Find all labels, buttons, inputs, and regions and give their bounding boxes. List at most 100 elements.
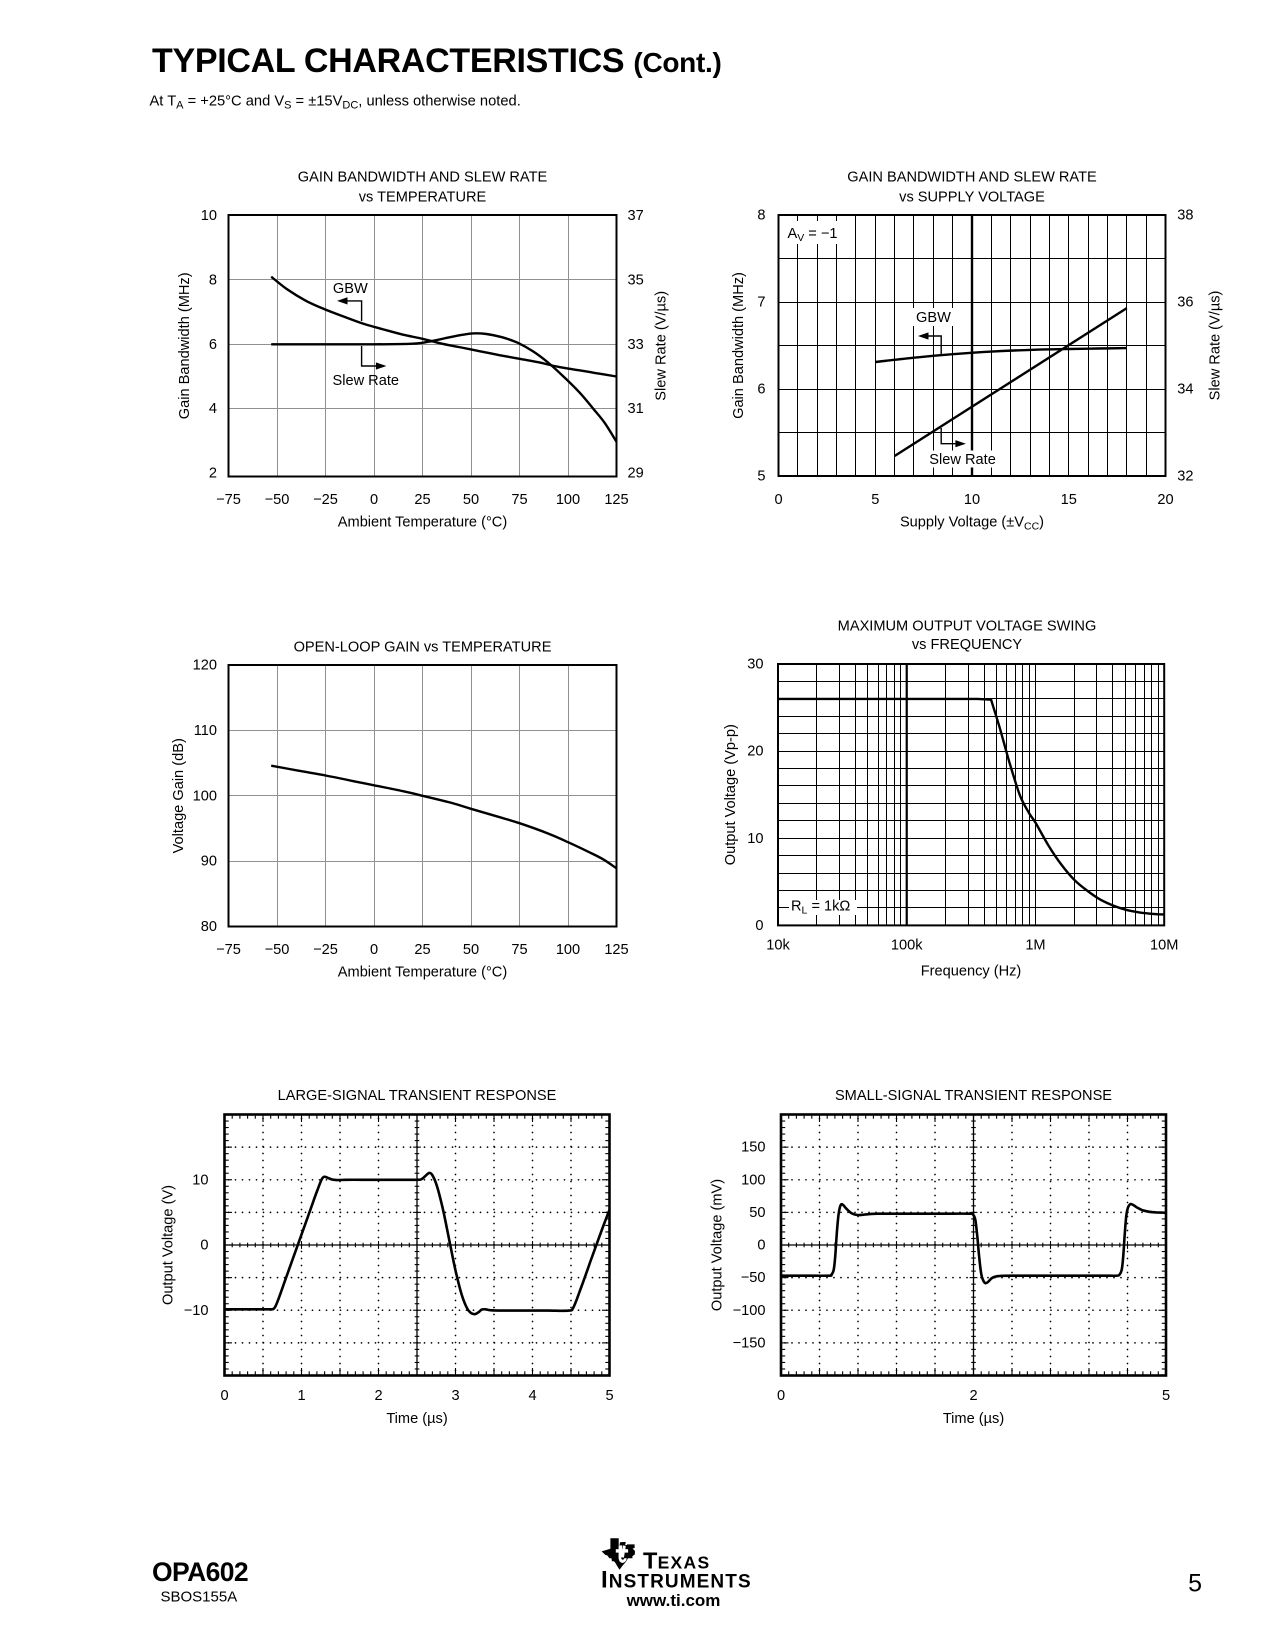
svg-text:15: 15 [1061,492,1077,508]
svg-text:10M: 10M [1150,938,1178,954]
svg-text:120: 120 [193,658,217,674]
svg-text:6: 6 [209,337,217,353]
svg-text:5: 5 [605,1388,613,1404]
svg-text:0: 0 [755,918,763,934]
svg-text:37: 37 [628,208,644,224]
svg-text:29: 29 [628,466,644,482]
svg-text:90: 90 [201,854,217,870]
svg-text:5: 5 [1188,1570,1202,1598]
svg-text:34: 34 [1177,382,1193,398]
svg-text:SMALL-SIGNAL TRANSIENT RESPONS: SMALL-SIGNAL TRANSIENT RESPONSE [835,1088,1112,1104]
svg-text:31: 31 [628,401,644,417]
svg-text:125: 125 [604,492,628,508]
svg-text:Voltage Gain (dB): Voltage Gain (dB) [171,738,187,853]
svg-text:0: 0 [370,492,378,508]
svg-text:0: 0 [220,1388,228,1404]
svg-text:GBW: GBW [916,310,951,326]
svg-text:0: 0 [370,942,378,958]
svg-text:4: 4 [209,401,217,417]
svg-text:36: 36 [1177,295,1193,311]
svg-text:100: 100 [741,1172,765,1188]
svg-text:−150: −150 [733,1335,766,1351]
svg-text:1: 1 [297,1388,305,1404]
svg-text:30: 30 [747,657,763,673]
svg-text:20: 20 [1157,492,1173,508]
svg-text:TEXAS: TEXAS [643,1548,710,1574]
svg-text:4: 4 [528,1388,536,1404]
svg-text:33: 33 [628,337,644,353]
svg-text:5: 5 [871,492,879,508]
svg-text:2: 2 [209,466,217,482]
svg-text:80: 80 [201,919,217,935]
svg-text:110: 110 [194,723,217,739]
svg-text:5: 5 [757,469,765,485]
svg-text:GBW: GBW [333,281,368,297]
svg-text:8: 8 [209,272,217,288]
svg-text:−50: −50 [265,492,290,508]
svg-text:Slew Rate (V/µs): Slew Rate (V/µs) [1208,291,1224,401]
svg-text:Output Voltage (Vp-p): Output Voltage (Vp-p) [723,724,739,865]
svg-text:10: 10 [964,492,980,508]
svg-text:38: 38 [1177,208,1193,224]
svg-text:TYPICAL CHARACTERISTICS (Cont.: TYPICAL CHARACTERISTICS (Cont.) [152,42,722,80]
svg-text:10: 10 [192,1172,208,1188]
svg-text:10: 10 [747,831,763,847]
svg-text:OPEN-LOOP GAIN vs TEMPERATURE: OPEN-LOOP GAIN vs TEMPERATURE [294,640,552,656]
svg-text:100: 100 [556,942,580,958]
svg-text:AV = −1: AV = −1 [788,226,838,244]
svg-text:Time (µs): Time (µs) [386,1411,447,1427]
svg-text:2: 2 [969,1388,977,1404]
svg-text:Ambient Temperature (°C): Ambient Temperature (°C) [338,965,507,981]
svg-text:GAIN BANDWIDTH AND SLEW RATE: GAIN BANDWIDTH AND SLEW RATE [847,170,1097,186]
svg-text:0: 0 [777,1388,785,1404]
svg-text:2: 2 [374,1388,382,1404]
svg-text:Frequency (Hz): Frequency (Hz) [921,964,1022,980]
svg-text:125: 125 [604,942,628,958]
svg-text:0: 0 [774,492,782,508]
svg-text:GAIN BANDWIDTH AND SLEW RATE: GAIN BANDWIDTH AND SLEW RATE [298,170,548,186]
svg-text:Slew Rate (V/µs): Slew Rate (V/µs) [654,291,670,401]
svg-text:−25: −25 [313,942,338,958]
svg-text:10k: 10k [766,938,790,954]
svg-text:0: 0 [757,1238,765,1254]
svg-text:LARGE-SIGNAL TRANSIENT RESPONS: LARGE-SIGNAL TRANSIENT RESPONSE [278,1088,557,1104]
svg-text:6: 6 [757,382,765,398]
svg-text:75: 75 [511,942,527,958]
svg-text:1M: 1M [1025,938,1045,954]
svg-text:MAXIMUM OUTPUT VOLTAGE SWING: MAXIMUM OUTPUT VOLTAGE SWING [838,619,1097,635]
svg-text:0: 0 [200,1238,208,1254]
svg-text:7: 7 [757,295,765,311]
svg-text:32: 32 [1177,469,1193,485]
svg-text:−10: −10 [184,1303,209,1319]
svg-text:Supply Voltage (±VCC): Supply Voltage (±VCC) [900,515,1044,533]
svg-text:25: 25 [414,492,430,508]
svg-text:vs FREQUENCY: vs FREQUENCY [912,637,1023,653]
svg-text:100k: 100k [891,938,923,954]
svg-text:50: 50 [749,1205,765,1221]
svg-text:At TA = +25°C and VS = ±15VDC,: At TA = +25°C and VS = ±15VDC, unless ot… [150,94,521,112]
svg-text:−100: −100 [733,1303,766,1319]
svg-text:150: 150 [741,1140,765,1156]
svg-text:100: 100 [556,492,580,508]
svg-text:RL = 1kΩ: RL = 1kΩ [791,899,850,917]
svg-text:−25: −25 [313,492,338,508]
svg-text:SBOS155A: SBOS155A [161,1589,238,1606]
svg-text:35: 35 [628,272,644,288]
svg-text:www.ti.com: www.ti.com [626,1591,721,1610]
svg-text:Slew Rate: Slew Rate [929,452,996,468]
svg-text:vs TEMPERATURE: vs TEMPERATURE [359,190,487,206]
svg-text:10: 10 [201,208,217,224]
svg-text:50: 50 [463,492,479,508]
svg-text:20: 20 [747,744,763,760]
svg-text:Time (µs): Time (µs) [943,1411,1004,1427]
svg-text:−75: −75 [216,942,241,958]
svg-text:Output Voltage (mV): Output Voltage (mV) [710,1179,726,1311]
svg-text:Slew Rate: Slew Rate [333,373,400,389]
svg-text:100: 100 [193,788,217,804]
svg-text:−75: −75 [216,492,241,508]
svg-text:Ambient Temperature (°C): Ambient Temperature (°C) [338,515,507,531]
svg-text:Gain Bandwidth (MHz): Gain Bandwidth (MHz) [177,272,193,419]
svg-text:25: 25 [414,942,430,958]
svg-text:−50: −50 [741,1270,766,1286]
svg-text:Output Voltage (V): Output Voltage (V) [161,1185,177,1305]
